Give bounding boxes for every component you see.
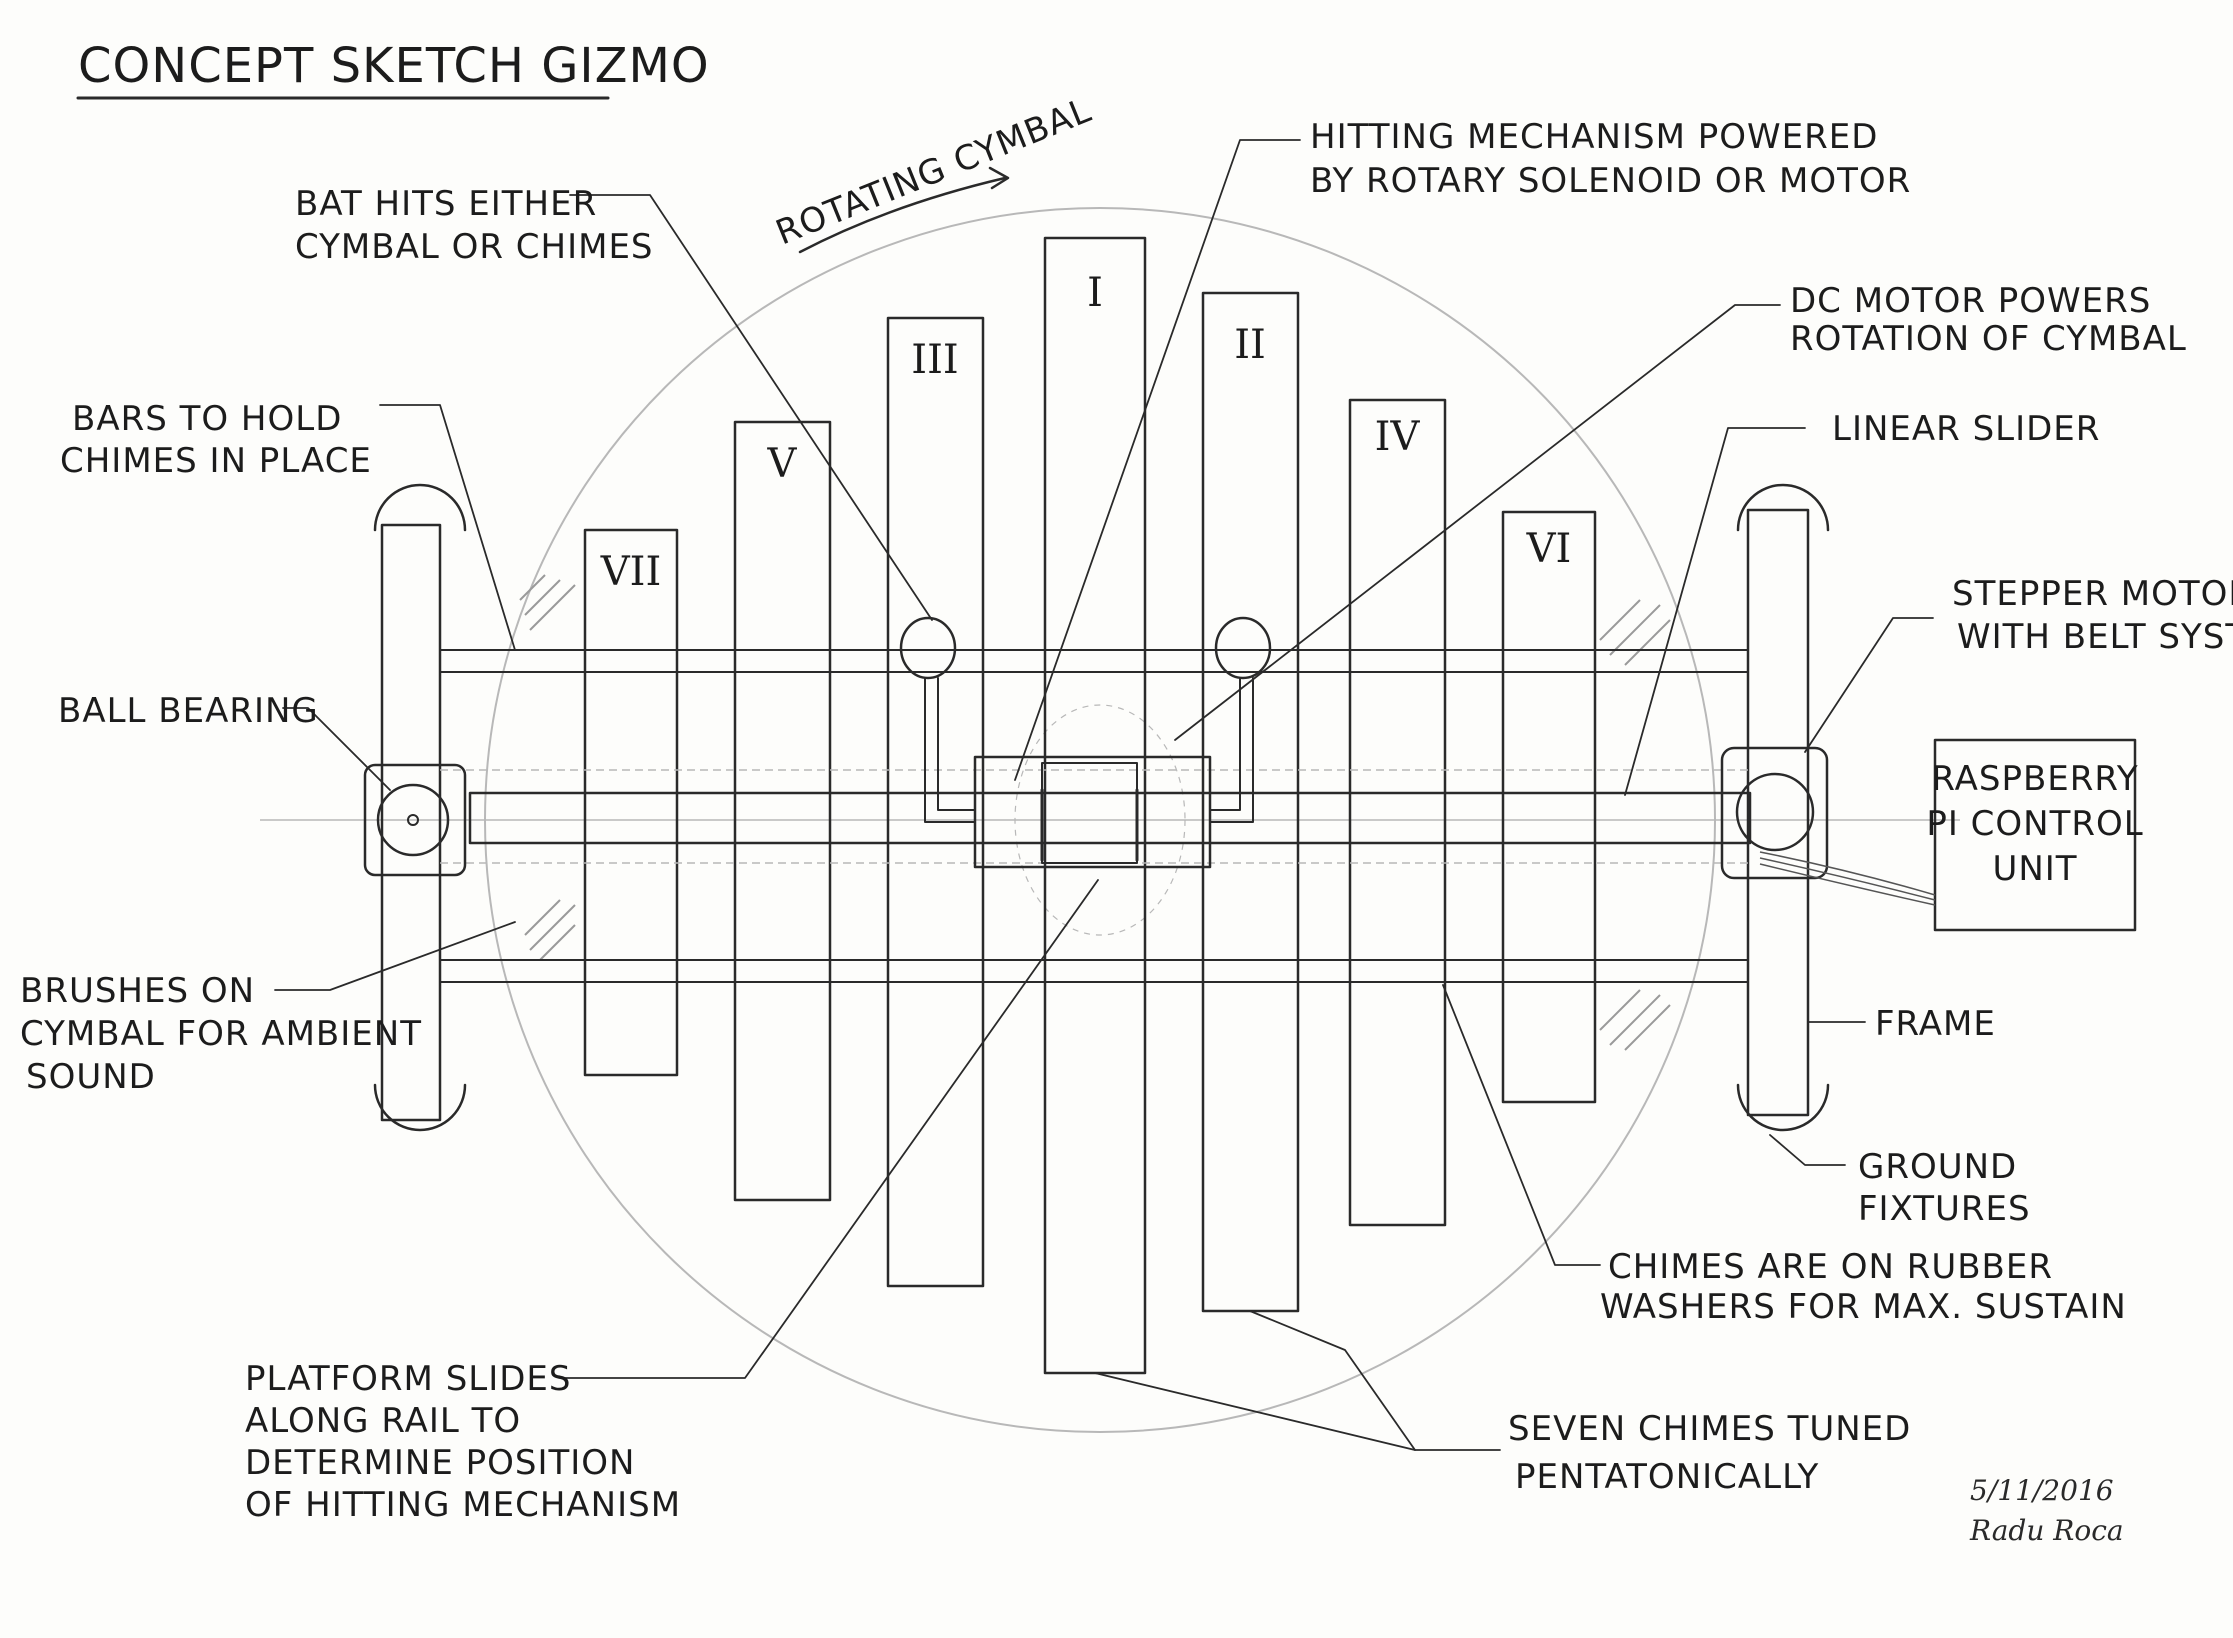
bars-to-hold-label-2: CHIMES IN PLACE bbox=[60, 441, 372, 481]
signature-date: 5/11/2016 bbox=[1970, 1474, 2114, 1507]
leader-lines bbox=[274, 139, 1934, 1451]
chime-VI: VI bbox=[1501, 510, 1597, 1104]
rotating-cymbal-arrow bbox=[798, 176, 1007, 254]
signature-name: Radu Roca bbox=[1969, 1514, 2124, 1547]
chime-VII: VII bbox=[583, 528, 679, 1077]
ball-bearing-leader bbox=[282, 707, 391, 791]
chimes-rubber-label-2: WASHERS FOR MAX. SUSTAIN bbox=[1600, 1287, 2127, 1327]
brushes-label-2: CYMBAL FOR AMBIENT bbox=[20, 1014, 422, 1054]
left-frame bbox=[373, 483, 467, 1132]
rotating-cymbal-arrowhead bbox=[988, 166, 1010, 190]
chime-label-vii: VII bbox=[600, 549, 662, 595]
raspberry-pi-label-1: RASPBERRY bbox=[1931, 759, 2138, 799]
raspberry-pi-label-3: UNIT bbox=[1992, 849, 2077, 889]
stepper-motor bbox=[1720, 746, 1829, 880]
chime-IV: IV bbox=[1348, 398, 1447, 1227]
diagram-title: CONCEPT SKETCH GIZMO bbox=[78, 38, 710, 94]
cymbal-hub bbox=[1014, 704, 1186, 936]
chime-III: III bbox=[886, 316, 985, 1288]
brushes-label-1: BRUSHES ON bbox=[20, 971, 255, 1011]
ground-fixtures-label-1: GROUND bbox=[1858, 1147, 2017, 1187]
linear-slider-leader bbox=[1624, 427, 1806, 796]
seven-chimes-label-1: SEVEN CHIMES TUNED bbox=[1508, 1409, 1911, 1449]
seven-chimes-leader-b bbox=[1249, 1310, 1416, 1451]
bars-to-hold-label-1: BARS TO HOLD bbox=[72, 399, 342, 439]
right-frame bbox=[1736, 483, 1830, 1132]
platform-slides-label-2: ALONG RAIL TO bbox=[245, 1401, 521, 1441]
linear-slider-label: LINEAR SLIDER bbox=[1832, 409, 2100, 449]
chime-label-ii: II bbox=[1234, 322, 1266, 368]
brushes-label-3: SOUND bbox=[26, 1057, 156, 1097]
brush-shading bbox=[519, 574, 1671, 1051]
frame-label: FRAME bbox=[1875, 1004, 1996, 1044]
chimes-rubber-label-1: CHIMES ARE ON RUBBER bbox=[1608, 1247, 2053, 1287]
dc-motor-leader bbox=[1174, 304, 1781, 741]
ball-bearing bbox=[363, 763, 467, 877]
chime-holding-bars bbox=[439, 649, 1749, 983]
raspberry-pi-control-unit: RASPBERRY PI CONTROL UNIT bbox=[1926, 738, 2143, 932]
left-bat bbox=[899, 616, 976, 823]
platform-slides-label-1: PLATFORM SLIDES bbox=[245, 1359, 572, 1399]
chime-label-v: V bbox=[767, 441, 798, 487]
chime-II: II bbox=[1201, 291, 1300, 1313]
bat-hits-label-2: CYMBAL OR CHIMES bbox=[295, 227, 654, 267]
dc-motor-label-1: DC MOTOR POWERS bbox=[1790, 281, 2151, 321]
dc-motor-label-2: ROTATION OF CYMBAL bbox=[1790, 319, 2187, 359]
platform-slides-label-4: OF HITTING MECHANISM bbox=[245, 1485, 681, 1525]
stepper-motor-label-1: STEPPER MOTOR bbox=[1952, 574, 2233, 614]
chime-label-vi: VI bbox=[1526, 526, 1572, 572]
control-wires bbox=[1759, 851, 1936, 906]
chime-I: I bbox=[1043, 236, 1147, 1375]
right-bat bbox=[1209, 616, 1272, 823]
chime-label-iv: IV bbox=[1375, 414, 1421, 460]
platform-slides-leader bbox=[559, 879, 1099, 1379]
chimes-rubber-leader bbox=[1442, 984, 1601, 1266]
seven-chimes-leader-a bbox=[1094, 1372, 1501, 1451]
sliding-platform bbox=[973, 755, 1212, 869]
bat-hits-label-1: BAT HITS EITHER bbox=[295, 184, 597, 224]
stepper-motor-leader bbox=[1804, 617, 1934, 753]
bars-to-hold-leader bbox=[379, 404, 516, 651]
chime-V: V bbox=[733, 420, 832, 1202]
chime-label-iii: III bbox=[911, 337, 958, 383]
seven-chimes-label-2: PENTATONICALLY bbox=[1515, 1457, 1819, 1497]
hitting-mechanism-label-1: HITTING MECHANISM POWERED bbox=[1310, 117, 1878, 157]
ball-bearing-label: BALL BEARING bbox=[58, 691, 319, 731]
chime-label-i: I bbox=[1087, 270, 1103, 316]
ground-fixtures-leader bbox=[1769, 1134, 1846, 1166]
rotating-cymbal-label: ROTATING CYMBAL bbox=[770, 90, 1097, 253]
platform-slides-label-3: DETERMINE POSITION bbox=[245, 1443, 636, 1483]
ground-fixtures-label-2: FIXTURES bbox=[1858, 1189, 2031, 1229]
bat-hits-leader bbox=[569, 194, 933, 621]
raspberry-pi-label-2: PI CONTROL bbox=[1926, 804, 2143, 844]
brushes-leader bbox=[274, 921, 516, 991]
linear-slider-rail bbox=[440, 769, 1752, 864]
hitting-mechanism-leader bbox=[1014, 139, 1301, 781]
hitting-mechanism-label-2: BY ROTARY SOLENOID OR MOTOR bbox=[1310, 161, 1911, 201]
stepper-motor-label-2: WITH BELT SYSTEM bbox=[1957, 617, 2233, 657]
